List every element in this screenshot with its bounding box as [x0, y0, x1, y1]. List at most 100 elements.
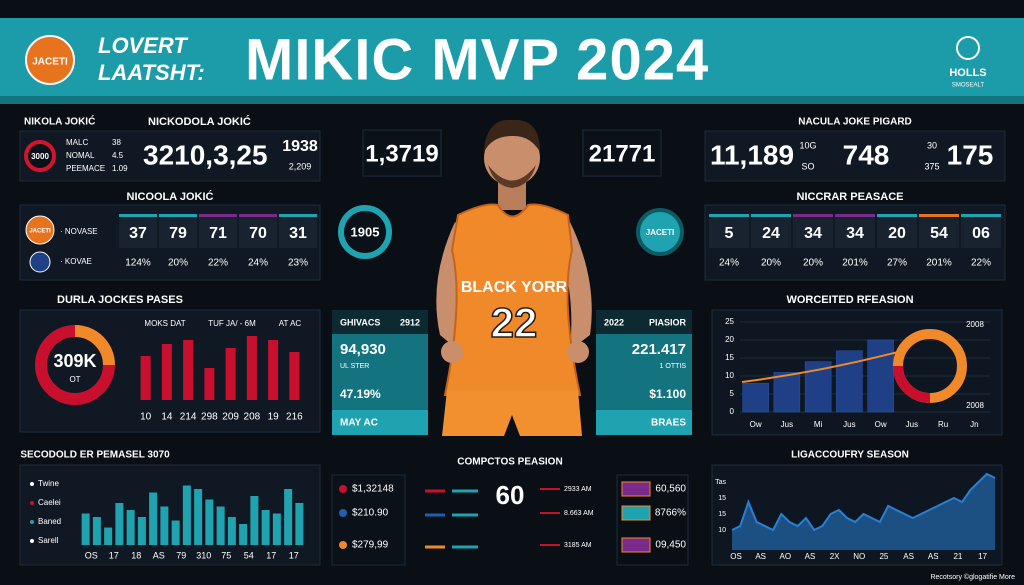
- x-tick-label: 17: [109, 550, 119, 560]
- label: 22%: [971, 258, 991, 269]
- dot: [339, 485, 347, 493]
- label: 10G: [799, 140, 816, 150]
- panel-band: [596, 410, 692, 435]
- header-band: [0, 18, 1024, 104]
- label: 54: [930, 225, 948, 242]
- label: COMPCTOS PEASION: [457, 457, 562, 468]
- label: 23%: [288, 258, 308, 269]
- cell: [279, 216, 317, 248]
- x-tick-label: Jus: [781, 420, 793, 429]
- label: 2008: [966, 401, 984, 410]
- label: 3210,3,25: [143, 139, 268, 170]
- label: 3000: [31, 152, 49, 161]
- label: $1,32148: [352, 484, 394, 495]
- bar: [289, 352, 300, 400]
- bar: [204, 368, 215, 400]
- label: MIKIC MVP 2024: [245, 27, 709, 92]
- panel: [19, 130, 321, 182]
- x-tick-label: AO: [780, 552, 792, 561]
- panel: [616, 474, 689, 566]
- trend-line: [741, 351, 899, 383]
- bar: [183, 340, 194, 400]
- x-tick-label: NO: [853, 552, 865, 561]
- label: MALC: [66, 138, 88, 147]
- label: 27%: [887, 258, 907, 269]
- cell-strip: [709, 214, 749, 217]
- bar: [171, 520, 180, 545]
- label: JACETI: [32, 57, 68, 68]
- label: 37: [129, 225, 147, 242]
- bar: [295, 503, 304, 545]
- bar: [268, 340, 279, 400]
- label: 34: [804, 225, 822, 242]
- label: NACULA JOKE PIGARD: [798, 117, 912, 128]
- dot: [339, 541, 347, 549]
- x-tick-label: 21: [953, 552, 962, 561]
- label: 31: [289, 225, 307, 242]
- label: 3185 AM: [564, 542, 592, 549]
- cell-strip: [159, 214, 197, 217]
- x-tick-label: 17: [289, 550, 299, 560]
- bar: [137, 517, 146, 545]
- label: SMOSEALT: [952, 83, 985, 89]
- bar: [104, 527, 113, 545]
- icon: [621, 481, 651, 497]
- bar: [140, 356, 151, 400]
- dot: [339, 509, 347, 517]
- bar: [272, 513, 281, 545]
- chart-title: LIGACCOUFRY SEASON: [791, 450, 909, 461]
- label: 06: [972, 225, 990, 242]
- x-tick-label: AS: [928, 552, 939, 561]
- y-tick-label: 15: [725, 353, 734, 362]
- label: TUF JA/ - 6M: [208, 319, 256, 328]
- bar: [126, 510, 135, 545]
- x-tick-label: 310: [196, 550, 211, 560]
- label: UL STER: [340, 363, 369, 370]
- legend-entry: Twine: [38, 479, 59, 488]
- y-tick-label: 20: [725, 335, 734, 344]
- label: NOMAL: [66, 151, 95, 160]
- label: 34: [846, 225, 864, 242]
- label: HOLLS: [949, 67, 986, 79]
- cell-strip: [919, 214, 959, 217]
- chart-title: SECODOLD ER PEMASEL 3070: [20, 450, 170, 461]
- x-tick-label: OS: [85, 550, 98, 560]
- ring-segment: [893, 365, 931, 403]
- label: SO: [801, 161, 814, 171]
- x-tick-label: 19: [268, 412, 280, 423]
- bar: [284, 489, 293, 545]
- bar: [81, 513, 90, 545]
- label: NIKOLA JOKIĆ: [24, 115, 95, 128]
- panel: [19, 464, 321, 566]
- cell-strip: [199, 214, 237, 217]
- label: 175: [947, 139, 994, 170]
- label: $210.90: [352, 508, 389, 519]
- x-tick-label: 17: [266, 550, 276, 560]
- logo: [636, 208, 684, 256]
- label: LOVERT: [98, 33, 188, 58]
- label: NICOOLA JOKIĆ: [127, 190, 214, 203]
- label: 2912: [400, 317, 420, 327]
- bar: [867, 339, 894, 413]
- y-tick-label: 10: [718, 527, 726, 534]
- label: NICKODOLA JOKIĆ: [148, 115, 251, 128]
- label: 22: [491, 299, 538, 346]
- bar: [92, 517, 101, 545]
- panel-band: [332, 310, 428, 334]
- label: 1938: [282, 138, 318, 155]
- label: 2008: [966, 320, 984, 329]
- cell: [961, 216, 1001, 248]
- bar: [194, 489, 203, 545]
- label: 20%: [761, 258, 781, 269]
- y-tick-label: 15: [718, 495, 726, 502]
- cell: [199, 216, 237, 248]
- label: 70: [249, 225, 267, 242]
- x-tick-label: AS: [805, 552, 816, 561]
- x-tick-label: 14: [161, 412, 173, 423]
- x-tick-label: Mi: [814, 420, 823, 429]
- label: 748: [843, 139, 890, 170]
- area: [732, 474, 995, 550]
- x-tick-label: Ow: [750, 420, 762, 429]
